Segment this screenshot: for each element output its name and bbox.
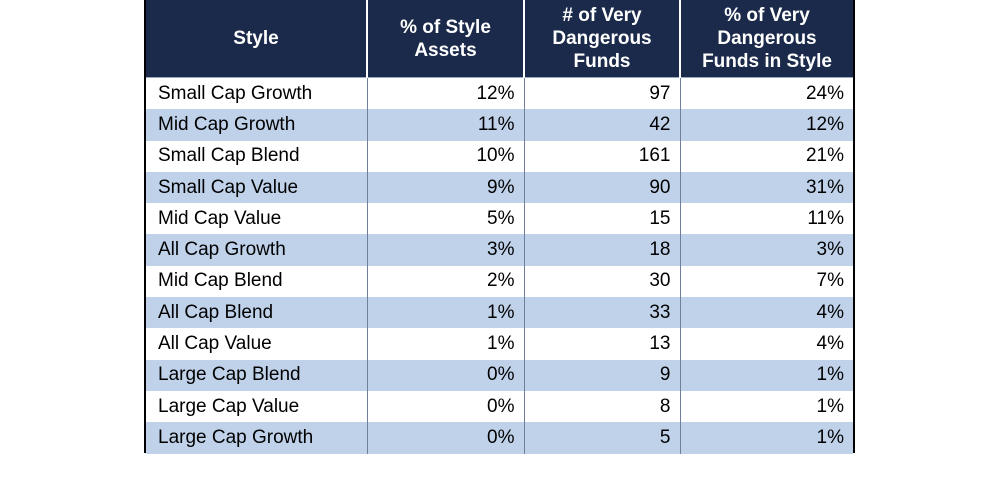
cell-style: All Cap Blend xyxy=(146,297,368,329)
cell-dangerous-funds-count: 30 xyxy=(524,265,681,298)
header-row: Style % of Style Assets # of Very Danger… xyxy=(146,0,853,78)
cell-dangerous-funds-count: 9 xyxy=(524,359,681,391)
cell-dangerous-funds-count: 42 xyxy=(524,109,681,141)
cell-style-assets: 3% xyxy=(367,234,525,266)
cell-style-assets: 9% xyxy=(367,171,525,204)
table-row: Large Cap Blend 0% 9 1% xyxy=(146,359,853,391)
cell-style: All Cap Growth xyxy=(146,234,368,266)
cell-dangerous-funds-pct: 7% xyxy=(680,265,853,298)
table-row: Mid Cap Value 5% 15 11% xyxy=(146,203,853,235)
cell-dangerous-funds-pct: 4% xyxy=(680,297,853,329)
cell-dangerous-funds-count: 90 xyxy=(524,171,681,204)
header-style-assets: % of Style Assets xyxy=(367,0,525,78)
cell-style: Large Cap Blend xyxy=(146,359,368,391)
table-row: All Cap Blend 1% 33 4% xyxy=(146,297,853,329)
cell-dangerous-funds-pct: 1% xyxy=(680,422,853,454)
cell-style-assets: 10% xyxy=(367,140,525,172)
table-row: Small Cap Value 9% 90 31% xyxy=(146,171,853,204)
cell-dangerous-funds-pct: 24% xyxy=(680,77,853,110)
cell-dangerous-funds-count: 8 xyxy=(524,390,681,423)
table-row: All Cap Growth 3% 18 3% xyxy=(146,234,853,266)
cell-style: Small Cap Blend xyxy=(146,140,368,172)
cell-style: Mid Cap Value xyxy=(146,203,368,235)
cell-dangerous-funds-pct: 3% xyxy=(680,234,853,266)
table-row: Large Cap Value 0% 8 1% xyxy=(146,390,853,423)
cell-style-assets: 0% xyxy=(367,422,525,454)
cell-dangerous-funds-count: 15 xyxy=(524,203,681,235)
cell-style-assets: 0% xyxy=(367,359,525,391)
cell-dangerous-funds-pct: 11% xyxy=(680,203,853,235)
cell-style: Small Cap Growth xyxy=(146,77,368,110)
cell-style-assets: 2% xyxy=(367,265,525,298)
cell-dangerous-funds-pct: 31% xyxy=(680,171,853,204)
table-row: Small Cap Blend 10% 161 21% xyxy=(146,140,853,172)
cell-style-assets: 5% xyxy=(367,203,525,235)
table-row: All Cap Value 1% 13 4% xyxy=(146,328,853,360)
cell-style: All Cap Value xyxy=(146,328,368,360)
table-row: Mid Cap Blend 2% 30 7% xyxy=(146,265,853,298)
header-dangerous-funds-count: # of Very Dangerous Funds xyxy=(524,0,681,78)
header-style: Style xyxy=(146,0,368,78)
cell-dangerous-funds-pct: 12% xyxy=(680,109,853,141)
cell-style: Large Cap Value xyxy=(146,390,368,423)
cell-style-assets: 12% xyxy=(367,77,525,110)
cell-dangerous-funds-count: 33 xyxy=(524,297,681,329)
cell-dangerous-funds-count: 161 xyxy=(524,140,681,172)
cell-dangerous-funds-pct: 1% xyxy=(680,359,853,391)
table-header: Style % of Style Assets # of Very Danger… xyxy=(146,0,853,78)
cell-style-assets: 11% xyxy=(367,109,525,141)
cell-style-assets: 1% xyxy=(367,328,525,360)
table-row: Large Cap Growth 0% 5 1% xyxy=(146,422,853,454)
cell-dangerous-funds-pct: 4% xyxy=(680,328,853,360)
table-row: Small Cap Growth 12% 97 24% xyxy=(146,77,853,110)
cell-style-assets: 0% xyxy=(367,390,525,423)
cell-style: Mid Cap Blend xyxy=(146,265,368,298)
cell-style-assets: 1% xyxy=(367,297,525,329)
cell-dangerous-funds-pct: 1% xyxy=(680,390,853,423)
cell-style: Large Cap Growth xyxy=(146,422,368,454)
cell-dangerous-funds-count: 97 xyxy=(524,77,681,110)
style-funds-table-container: Style % of Style Assets # of Very Danger… xyxy=(144,0,855,454)
cell-dangerous-funds-count: 5 xyxy=(524,422,681,454)
table-body: Small Cap Growth 12% 97 24% Mid Cap Grow… xyxy=(146,77,853,454)
header-dangerous-funds-pct: % of Very Dangerous Funds in Style xyxy=(680,0,853,78)
style-funds-table: Style % of Style Assets # of Very Danger… xyxy=(146,0,853,454)
cell-dangerous-funds-pct: 21% xyxy=(680,140,853,172)
cell-dangerous-funds-count: 18 xyxy=(524,234,681,266)
cell-dangerous-funds-count: 13 xyxy=(524,328,681,360)
cell-style: Small Cap Value xyxy=(146,171,368,204)
table-row: Mid Cap Growth 11% 42 12% xyxy=(146,109,853,141)
cell-style: Mid Cap Growth xyxy=(146,109,368,141)
